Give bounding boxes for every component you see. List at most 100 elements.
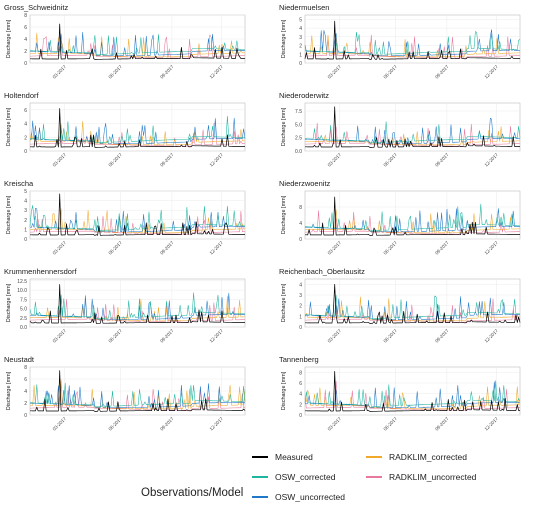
x-tick-label-gross-schweidnitz-2: 09-2017 xyxy=(159,64,175,80)
x-tick-label-tannenberg-3: 12-2017 xyxy=(484,416,500,432)
x-tick-label-niedermuelsen-0: 03-2017 xyxy=(327,64,343,80)
x-tick-label-niederoderwitz-0: 03-2017 xyxy=(327,152,343,168)
series-line-neustadt-measured xyxy=(30,370,246,412)
panel-title-gross-schweidnitz: Gross_Schweidnitz xyxy=(4,3,68,12)
y-tick-label-niedermuelsen-1: 1 xyxy=(299,52,302,58)
x-tick-label-kreischa-2: 09-2017 xyxy=(159,240,175,256)
y-tick-label-niedermuelsen-4: 4 xyxy=(299,26,302,32)
series-line-reichenbach-oberlausitz-osw-uncorrected xyxy=(305,296,521,320)
y-tick-label-tannenberg-3: 6 xyxy=(299,381,302,387)
legend-swatch-radklim-corrected xyxy=(366,456,382,458)
series-line-niederoderwitz-osw-corrected xyxy=(305,121,521,143)
y-tick-label-reichenbach-oberlausitz-1: 1 xyxy=(299,314,302,320)
panel-krummenhennersdorf: Krummenhennersdorf Discharge [mm] 0.0 2.5 5.… xyxy=(4,267,246,344)
legend-item-radklim-corrected: RADKLIM_corrected xyxy=(366,450,467,464)
plot-area-niederzwoenitz xyxy=(304,190,521,240)
x-tick-label-reichenbach-oberlausitz-2: 09-2017 xyxy=(434,328,450,344)
panel-niederoderwitz: Niederoderwitz Discharge [mm] 0.0 2.5 5.0 7.5… xyxy=(279,91,521,168)
x-tick-label-holtendorf-2: 09-2017 xyxy=(159,152,175,168)
y-axis-label-gross-schweidnitz: Discharge [mm] xyxy=(6,19,12,58)
x-tick-label-niederzwoenitz-0: 03-2017 xyxy=(327,240,343,256)
series-line-neustadt-osw-uncorrected xyxy=(30,383,246,408)
y-axis-label-reichenbach-oberlausitz: Discharge [mm] xyxy=(281,283,287,322)
x-tick-label-niederoderwitz-2: 09-2017 xyxy=(434,152,450,168)
series-line-holtendorf-measured xyxy=(30,108,245,148)
y-tick-label-niedermuelsen-2: 2 xyxy=(299,44,302,50)
x-tick-label-reichenbach-oberlausitz-0: 03-2017 xyxy=(327,328,343,344)
series-line-reichenbach-oberlausitz-osw-corrected xyxy=(305,295,521,319)
y-tick-label-kreischa-2: 2 xyxy=(24,218,27,224)
y-tick-label-krummenhennersdorf-2: 5.0 xyxy=(20,307,27,313)
panel-title-holtendorf: Holtendorf xyxy=(4,91,40,100)
series-line-niederzwoenitz-measured xyxy=(305,196,520,236)
panel-title-reichenbach-oberlausitz: Reichenbach_Oberlausitz xyxy=(279,267,365,276)
y-axis-label-kreischa: Discharge [mm] xyxy=(6,195,12,234)
y-tick-label-gross-schweidnitz-0: 0 xyxy=(24,61,27,67)
x-tick-label-krummenhennersdorf-3: 12-2017 xyxy=(209,328,225,344)
y-tick-label-tannenberg-4: 8 xyxy=(299,370,302,376)
y-tick-label-neustadt-2: 4 xyxy=(24,389,27,395)
series-line-krummenhennersdorf-measured xyxy=(29,284,245,324)
series-line-holtendorf-osw-corrected xyxy=(30,115,246,143)
panel-gross-schweidnitz: Gross_Schweidnitz Discharge [mm] 0 2 4 6 8 03-2… xyxy=(4,3,246,80)
y-tick-label-niederoderwitz-1: 2.5 xyxy=(295,136,302,142)
y-tick-label-krummenhennersdorf-5: 12.5 xyxy=(17,279,27,285)
y-axis-label-niederoderwitz: Discharge [mm] xyxy=(281,107,287,146)
x-tick-label-niedermuelsen-1: 06-2017 xyxy=(383,64,399,80)
y-tick-label-kreischa-1: 1 xyxy=(24,227,27,233)
y-tick-label-gross-schweidnitz-4: 8 xyxy=(24,13,27,19)
x-tick-label-neustadt-0: 03-2017 xyxy=(52,416,68,432)
figure-canvas: Gross_Schweidnitz Discharge [mm] 0 2 4 6 8 03-2… xyxy=(4,3,521,432)
x-tick-label-gross-schweidnitz-0: 03-2017 xyxy=(52,64,68,80)
y-tick-label-niederoderwitz-3: 7.5 xyxy=(295,109,302,115)
panel-tannenberg: Tannenberg Discharge [mm] 0 2 4 6 8 03-2017 06-2… xyxy=(279,355,521,432)
y-tick-label-neustadt-3: 6 xyxy=(24,377,27,383)
series-line-holtendorf-radklim-corrected xyxy=(29,121,245,146)
series-line-niedermuelsen-radklim-uncorrected xyxy=(305,34,521,59)
y-tick-label-niedermuelsen-3: 3 xyxy=(299,35,302,41)
y-tick-label-holtendorf-0: 0 xyxy=(24,149,27,155)
x-tick-label-niederoderwitz-1: 06-2017 xyxy=(383,152,399,168)
panel-niedermuelsen: Niedermuelsen Discharge [mm] 0 1 2 3 4 5 03-2017… xyxy=(279,3,521,80)
panel-title-krummenhennersdorf: Krummenhennersdorf xyxy=(4,267,77,276)
series-line-reichenbach-oberlausitz-radklim-uncorrected xyxy=(305,298,521,323)
series-line-niederzwoenitz-osw-uncorrected xyxy=(305,208,521,232)
panel-title-kreischa: Kreischa xyxy=(4,179,34,188)
series-line-reichenbach-oberlausitz-measured xyxy=(305,283,521,324)
series-line-gross-schweidnitz-measured xyxy=(30,23,245,60)
legend-swatch-osw-corrected xyxy=(252,476,268,478)
y-tick-label-tannenberg-0: 0 xyxy=(299,413,302,419)
legend-item-osw-uncorrected: OSW_uncorrected xyxy=(252,490,345,504)
panel-title-tannenberg: Tannenberg xyxy=(279,355,319,364)
y-tick-label-niederoderwitz-2: 5.0 xyxy=(295,122,302,128)
panel-niederzwoenitz: Niederzwoenitz Discharge [mm] 0 4 8 03-2017 06… xyxy=(279,179,521,256)
series-line-holtendorf-osw-uncorrected xyxy=(30,117,246,144)
y-tick-label-tannenberg-1: 2 xyxy=(299,402,302,408)
panel-title-niederoderwitz: Niederoderwitz xyxy=(279,91,329,100)
series-line-holtendorf-radklim-uncorrected xyxy=(30,123,246,147)
series-line-reichenbach-oberlausitz-radklim-corrected xyxy=(304,296,520,322)
y-tick-label-niedermuelsen-0: 0 xyxy=(299,61,302,67)
panel-title-niederzwoenitz: Niederzwoenitz xyxy=(279,179,331,188)
x-tick-label-krummenhennersdorf-1: 06-2017 xyxy=(108,328,124,344)
x-tick-label-reichenbach-oberlausitz-1: 06-2017 xyxy=(383,328,399,344)
x-tick-label-reichenbach-oberlausitz-3: 12-2017 xyxy=(484,328,500,344)
series-line-niederzwoenitz-radklim-corrected xyxy=(304,209,520,234)
y-tick-label-krummenhennersdorf-3: 7.5 xyxy=(20,297,27,303)
x-tick-label-neustadt-1: 06-2017 xyxy=(108,416,124,432)
x-tick-label-holtendorf-3: 12-2017 xyxy=(209,152,225,168)
y-axis-label-tannenberg: Discharge [mm] xyxy=(281,371,287,410)
x-tick-label-tannenberg-0: 03-2017 xyxy=(327,416,343,432)
series-line-kreischa-measured xyxy=(30,193,245,236)
series-line-neustadt-radklim-uncorrected xyxy=(30,381,246,411)
panel-holtendorf: Holtendorf Discharge [mm] 0 2 4 6 03-2017 06-20… xyxy=(4,91,246,168)
y-tick-label-holtendorf-3: 6 xyxy=(24,108,27,114)
y-tick-label-tannenberg-2: 4 xyxy=(299,392,302,398)
legend-title: Observations/Model xyxy=(141,487,244,499)
y-tick-label-kreischa-4: 4 xyxy=(24,199,27,205)
legend-item-radklim-uncorrected: RADKLIM_uncorrected xyxy=(366,470,476,484)
y-axis-label-niederzwoenitz: Discharge [mm] xyxy=(281,195,287,234)
panel-title-neustadt: Neustadt xyxy=(4,355,35,364)
series-line-gross-schweidnitz-osw-corrected xyxy=(30,34,246,55)
series-line-krummenhennersdorf-osw-uncorrected xyxy=(30,293,246,320)
